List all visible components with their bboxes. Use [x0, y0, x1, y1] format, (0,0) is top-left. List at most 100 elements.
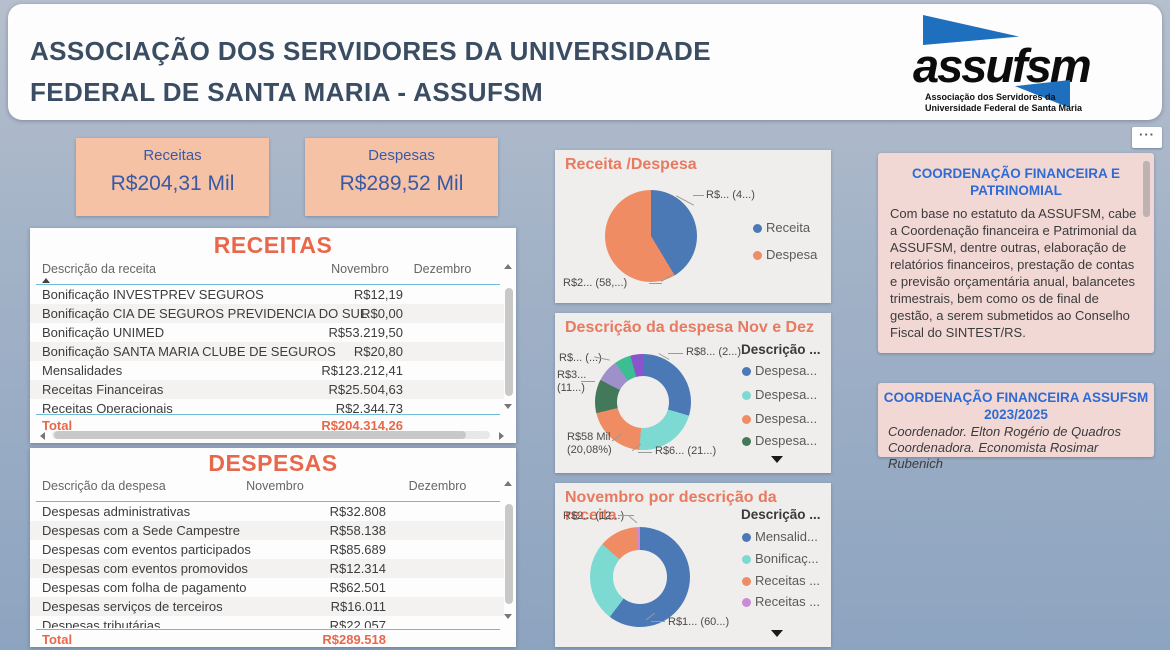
donut-callout: R$58 Mil (20,08%)	[567, 431, 612, 456]
donut-chart[interactable]	[595, 354, 691, 450]
table-row[interactable]: Despesas tributárias R$22.057	[30, 616, 504, 628]
callout-line	[651, 621, 665, 622]
column-header-dezembro[interactable]: Dezembro	[413, 262, 472, 276]
donut-chart[interactable]	[590, 527, 690, 627]
row-value: R$123.212,41	[321, 363, 403, 378]
donut-chart-card-receita: Novembro por descrição da receita R$2...…	[555, 483, 831, 647]
legend-dot	[742, 437, 751, 446]
column-header-descricao[interactable]: Descrição da despesa	[42, 479, 166, 493]
kpi-card-receitas: Receitas R$204,31 Mil	[76, 138, 269, 216]
more-options-button[interactable]: ···	[1132, 127, 1162, 148]
table-row[interactable]: Bonificação INVESTPREV SEGUROS R$12,19	[30, 285, 504, 304]
panel-body-text: Coordenador. Elton Rogério de Quadros Co…	[888, 424, 1136, 472]
kpi-value: R$204,31 Mil	[110, 172, 235, 195]
row-desc: Receitas Operacionais	[42, 401, 173, 413]
panel-title: COORDENAÇÃO FINANCEIRA E PATRINOMIAL	[911, 166, 1120, 198]
table-row[interactable]: Despesas com folha de pagamento R$62.501	[30, 578, 504, 597]
logo-subtitle-line1: Associação dos Servidores da	[925, 92, 1056, 102]
column-header-novembro[interactable]: Novembro	[246, 479, 304, 493]
table-row[interactable]: Receitas Financeiras R$25.504,63	[30, 380, 504, 399]
divider	[36, 414, 500, 415]
table-row[interactable]: Despesas com a Sede Campestre R$58.138	[30, 521, 504, 540]
donut-hole	[617, 376, 669, 428]
page-title-line2: FEDERAL DE SANTA MARIA - ASSUFSM	[30, 77, 544, 107]
page-title: ASSOCIAÇÃO DOS SERVIDORES DA UNIVERSIDAD…	[30, 31, 711, 113]
legend-item[interactable]: Receitas ...	[742, 573, 820, 588]
table-row[interactable]: Despesas serviços de terceiros R$16.011	[30, 597, 504, 616]
scroll-up-icon[interactable]	[504, 481, 512, 486]
divider	[36, 629, 500, 630]
row-desc: Bonificação INVESTPREV SEGUROS	[42, 287, 264, 302]
panel-body-text: Com base no estatuto da ASSUFSM, cabe a …	[890, 206, 1137, 340]
kpi-card-despesas: Despesas R$289,52 Mil	[305, 138, 498, 216]
table-row[interactable]: Despesas com eventos participados R$85.68…	[30, 540, 504, 559]
row-desc: Bonificação SANTA MARIA CLUBE DE SEGUROS	[42, 344, 336, 359]
legend-dot	[742, 533, 751, 542]
pie-chart-card-receita-despesa: Receita /Despesa R$... (4...) R$2... (58…	[555, 150, 831, 303]
chart-title: Descrição da despesa Nov e Dez	[565, 319, 815, 336]
row-value: R$12.314	[329, 561, 386, 576]
donut-callout: R$... (...)	[559, 352, 602, 364]
total-value: R$289.518	[322, 632, 386, 647]
table-row[interactable]: Bonificação SANTA MARIA CLUBE DE SEGUROS…	[30, 342, 504, 361]
pie-chart[interactable]	[605, 190, 697, 282]
coordinator-line: Coordenador. Elton Rogério de Quadros	[888, 424, 1121, 439]
table-row[interactable]: Despesas com eventos promovidos R$12.314	[30, 559, 504, 578]
row-desc: Despesas com eventos participados	[42, 542, 251, 557]
row-desc: Receitas Financeiras	[42, 382, 164, 397]
table-row[interactable]: Bonificação CIA DE SEGUROS PREVIDENCIA D…	[30, 304, 504, 323]
row-value: R$20,80	[353, 344, 403, 359]
coordinator-line: Coordenadora. Economista Rosimar Rubenic…	[888, 440, 1099, 471]
legend-item[interactable]: Despesa...	[742, 363, 817, 378]
pie-callout-receita: R$... (4...)	[706, 189, 755, 201]
callout-line	[649, 283, 662, 284]
scroll-down-icon[interactable]	[504, 614, 512, 619]
row-value: R$85.689	[329, 542, 386, 557]
row-desc: Despesas serviços de terceiros	[42, 599, 223, 614]
row-desc: Despesas administrativas	[42, 504, 191, 519]
legend-item-despesa[interactable]: Despesa	[753, 247, 817, 262]
legend-item-receita[interactable]: Receita	[753, 220, 810, 235]
vertical-scrollbar[interactable]	[505, 504, 513, 604]
legend-dot	[742, 577, 751, 586]
horizontal-scrollbar[interactable]	[54, 431, 466, 439]
column-header-novembro[interactable]: Novembro	[331, 262, 389, 276]
legend-scroll-down-icon[interactable]	[771, 456, 783, 463]
legend-dot	[742, 555, 751, 564]
legend-item[interactable]: Bonificaç...	[742, 551, 819, 566]
chart-title: Receita /Despesa	[565, 156, 697, 173]
vertical-scrollbar[interactable]	[505, 288, 513, 396]
table-row[interactable]: Receitas Operacionais R$2.344,73	[30, 399, 504, 413]
donut-hole	[613, 550, 667, 604]
panel-scrollbar[interactable]	[1143, 161, 1150, 217]
table-body: Bonificação INVESTPREV SEGUROS R$12,19 Bo…	[30, 285, 504, 413]
legend-item[interactable]: Despesa...	[742, 411, 817, 426]
legend-dot	[742, 415, 751, 424]
row-value: R$22.057	[329, 618, 386, 628]
row-desc: Despesas com folha de pagamento	[42, 580, 247, 595]
callout-line	[668, 353, 683, 354]
legend-item[interactable]: Receitas ...	[742, 594, 820, 609]
row-value: R$53.219,50	[328, 325, 403, 340]
legend-scroll-down-icon[interactable]	[771, 630, 783, 637]
donut-callout: R$3... (11...)	[557, 369, 587, 394]
scroll-up-icon[interactable]	[504, 264, 512, 269]
legend-item[interactable]: Despesa...	[742, 387, 817, 402]
chart-title: Novembro por descrição da receita	[565, 489, 777, 524]
column-header-descricao[interactable]: Descrição da receita	[42, 262, 156, 276]
scroll-down-icon[interactable]	[504, 404, 512, 409]
legend-item[interactable]: Despesa...	[742, 433, 817, 448]
column-header-dezembro[interactable]: Dezembro	[408, 479, 467, 493]
scroll-right-icon[interactable]	[499, 432, 504, 440]
table-row[interactable]: Mensalidades R$123.212,41	[30, 361, 504, 380]
table-row[interactable]: Despesas administrativas R$32.808	[30, 502, 504, 521]
row-desc: Despesas tributárias	[42, 618, 161, 628]
total-label: Total	[42, 418, 73, 433]
legend-item[interactable]: Mensalid...	[742, 529, 818, 544]
legend-header: Descrição ...	[741, 342, 821, 357]
row-value: R$2.344,73	[335, 401, 403, 413]
scroll-left-icon[interactable]	[40, 432, 45, 440]
legend-dot	[753, 224, 762, 233]
table-row[interactable]: Bonificação UNIMED R$53.219,50	[30, 323, 504, 342]
